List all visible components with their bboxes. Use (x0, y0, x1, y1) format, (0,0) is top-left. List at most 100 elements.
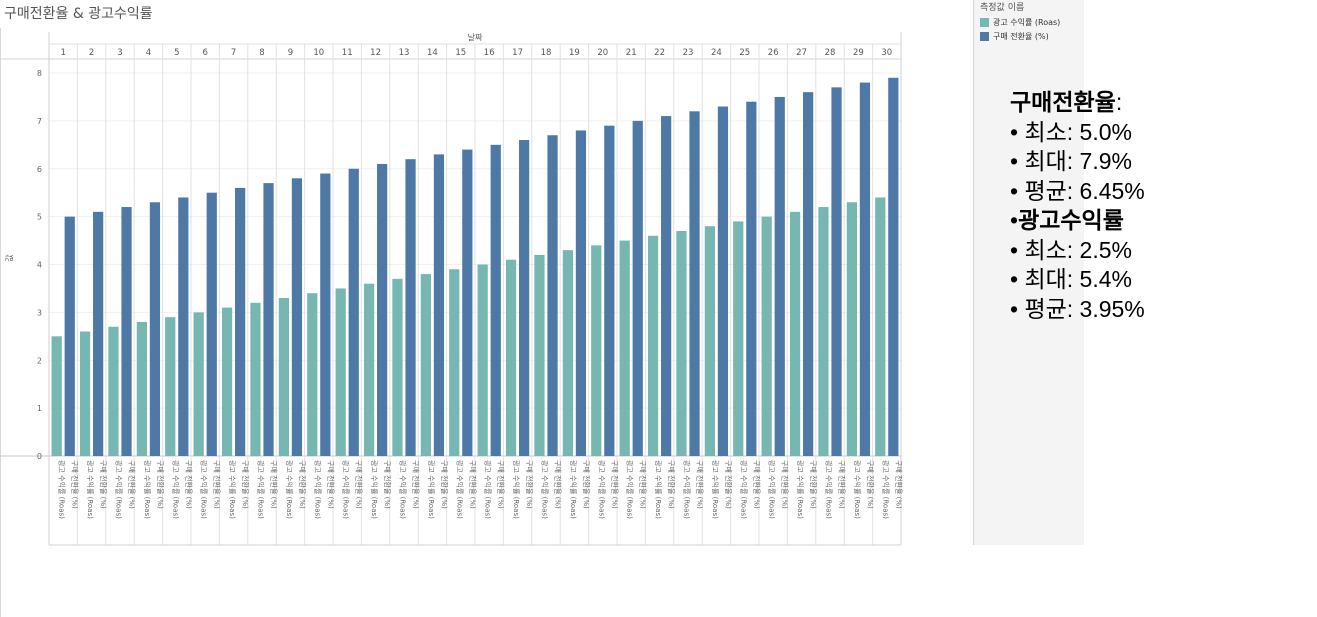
bar-conversion-3 (121, 207, 132, 456)
category-label: 18 (541, 48, 552, 58)
stats-roas-max: • 최대: 5.4% (1010, 266, 1132, 292)
x-series-label: 광고 수익률 (Roas) (228, 460, 236, 519)
x-series-label: 광고 수익률 (Roas) (824, 460, 832, 519)
x-series-label: 구매 전환율 (%) (412, 460, 421, 509)
bar-conversion-11 (348, 168, 359, 456)
bar-conversion-28 (831, 87, 842, 457)
x-series-label: 구매 전환율 (%) (355, 460, 364, 509)
x-series-label: 구매 전환율 (%) (468, 460, 477, 509)
category-label: 6 (202, 48, 207, 58)
legend-item-roas[interactable]: 광고 수익률 (Roas) (980, 17, 1060, 28)
x-series-label: 구매 전환율 (%) (838, 460, 847, 509)
bar-roas-12 (363, 283, 375, 456)
x-series-label: 광고 수익률 (Roas) (796, 460, 804, 519)
stats-conversion-avg: • 평균: 6.45% (1010, 177, 1145, 204)
category-label: 13 (399, 48, 410, 58)
x-series-label: 광고 수익률 (Roas) (512, 460, 520, 519)
category-label: 4 (146, 48, 151, 58)
x-series-label: 광고 수익률 (Roas) (484, 460, 492, 519)
bar-conversion-16 (490, 144, 501, 456)
y-tick-label: 0 (37, 452, 42, 461)
category-label: 23 (683, 48, 694, 58)
category-label: 17 (512, 48, 523, 58)
x-series-label: 광고 수익률 (Roas) (143, 460, 151, 519)
bar-roas-8 (250, 302, 261, 456)
bar-roas-29 (846, 202, 857, 456)
x-series-label: 광고 수익률 (Roas) (569, 460, 577, 519)
x-series-label: 구매 전환율 (%) (866, 460, 875, 509)
x-series-label: 광고 수익률 (Roas) (200, 460, 208, 519)
bar-conversion-17 (519, 140, 530, 456)
category-label: 5 (174, 48, 179, 58)
x-series-label: 구매 전환율 (%) (752, 460, 761, 509)
x-series-label: 광고 수익률 (Roas) (540, 460, 548, 519)
bar-conversion-14 (433, 154, 445, 456)
x-series-label: 광고 수익률 (Roas) (114, 460, 122, 519)
x-series-label: 구매 전환율 (%) (582, 460, 591, 509)
category-label: 25 (739, 48, 750, 58)
stats-roas-min: • 최소: 2.5% (1010, 236, 1132, 263)
legend-label-roas: 광고 수익률 (Roas) (993, 18, 1061, 27)
x-series-label: 구매 전환율 (%) (326, 460, 335, 509)
category-label: 19 (569, 48, 580, 58)
bar-conversion-8 (263, 183, 274, 457)
x-series-label: 광고 수익률 (Roas) (86, 460, 94, 519)
category-label: 22 (654, 48, 665, 58)
x-series-label: 광고 수익률 (Roas) (711, 460, 719, 519)
bar-roas-5 (165, 317, 176, 456)
category-label: 26 (768, 48, 779, 58)
bar-conversion-6 (206, 192, 217, 456)
x-series-label: 구매 전환율 (%) (554, 460, 563, 509)
bar-roas-30 (875, 197, 886, 456)
header-label: 날짜 (468, 32, 483, 42)
bar-conversion-10 (320, 173, 331, 456)
bar-conversion-26 (774, 96, 785, 456)
category-label: 28 (825, 48, 836, 58)
bar-conversion-25 (746, 101, 757, 456)
bar-roas-2 (79, 331, 91, 456)
category-label: 21 (626, 48, 637, 58)
category-label: 27 (796, 48, 807, 58)
x-series-label: 광고 수익률 (Roas) (739, 460, 747, 519)
x-series-label: 광고 수익률 (Roas) (881, 460, 889, 519)
bar-conversion-19 (575, 130, 587, 456)
y-axis-label: 값 (4, 254, 14, 262)
category-label: 20 (597, 48, 608, 58)
category-label: 2 (89, 48, 94, 58)
legend-label-conversion: 구매 전환율 (%) (993, 32, 1049, 41)
bar-roas-22 (647, 235, 659, 456)
y-tick-label: 6 (37, 165, 42, 174)
bar-roas-16 (477, 264, 488, 456)
stats-conversion-max: • 최대: 7.9% (1010, 148, 1132, 174)
bar-conversion-13 (405, 159, 416, 457)
bar-conversion-18 (547, 135, 558, 457)
bar-conversion-7 (235, 187, 246, 456)
x-series-label: 구매 전환율 (%) (71, 460, 80, 509)
x-series-label: 광고 수익률 (Roas) (171, 460, 179, 519)
x-series-label: 광고 수익률 (Roas) (853, 460, 861, 519)
bar-roas-18 (534, 254, 545, 456)
bar-roas-21 (619, 240, 630, 456)
x-series-label: 구매 전환율 (%) (497, 460, 506, 509)
category-label: 11 (342, 48, 353, 58)
legend-item-conversion[interactable]: 구매 전환율 (%) (980, 31, 1049, 42)
bar-roas-4 (136, 321, 147, 456)
stats-roas-avg: • 평균: 3.95% (1010, 295, 1145, 322)
x-series-label: 구매 전환율 (%) (610, 460, 619, 509)
bar-conversion-5 (178, 197, 189, 456)
legend-swatch-conversion (980, 32, 989, 41)
x-series-label: 광고 수익률 (Roas) (256, 460, 264, 519)
bar-roas-1 (51, 336, 62, 456)
x-series-label: 구매 전환율 (%) (639, 460, 648, 509)
y-tick-label: 3 (37, 308, 42, 317)
x-series-label: 구매 전환율 (%) (156, 460, 165, 509)
stats-panel: 구매전환율: • 최소: 5.0% • 최대: 7.9% • 평균: 6.45%… (1010, 88, 1145, 324)
x-series-label: 구매 전환율 (%) (99, 460, 108, 509)
x-series-label: 구매 전환율 (%) (128, 460, 137, 509)
x-series-label: 구매 전환율 (%) (809, 460, 818, 509)
bar-conversion-20 (604, 125, 615, 456)
bar-roas-11 (335, 288, 346, 456)
category-label: 3 (117, 48, 122, 58)
chart-title: 구매전환율 & 광고수익률 (4, 6, 153, 22)
